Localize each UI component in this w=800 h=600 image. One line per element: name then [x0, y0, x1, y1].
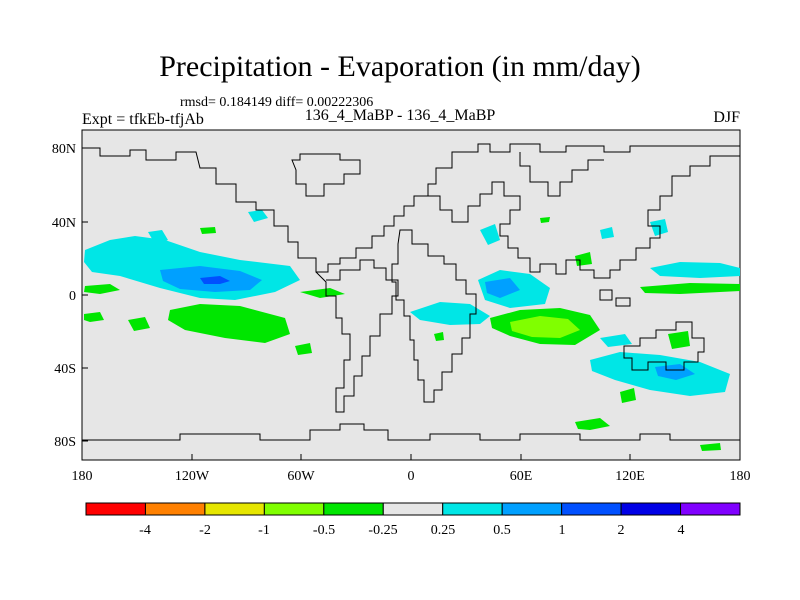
coastline-asia-interior	[519, 152, 604, 197]
coastline-north-america	[82, 143, 740, 273]
colorbar-label: 1	[559, 523, 566, 538]
colorbar-box	[561, 502, 622, 516]
field-patch	[168, 304, 290, 343]
field-patch	[650, 262, 740, 278]
field-patch	[295, 343, 312, 355]
field-patch	[200, 276, 230, 284]
field-patch	[480, 224, 500, 245]
field-patch	[575, 418, 610, 430]
x-tick-label: 0	[408, 469, 415, 484]
experiment-label: Expt = tfkEb-tfjAb	[82, 111, 204, 128]
colorbar-label: 0.5	[493, 523, 511, 538]
colorbar-label: 4	[678, 523, 685, 538]
field-patch	[128, 317, 150, 331]
coastline-europe	[428, 155, 740, 279]
x-tick-label: 120E	[615, 469, 645, 484]
coastline-south-america	[315, 259, 399, 413]
y-tick-label: 40S	[54, 362, 76, 377]
coastline-greenland	[291, 153, 361, 197]
axis-ticks	[81, 147, 741, 460]
colorbar-label: 0.25	[431, 523, 456, 538]
y-tick-label: 40N	[52, 216, 76, 231]
y-tick-label: 80S	[54, 435, 76, 450]
colorbar-box	[144, 502, 206, 516]
colorbar-label: 2	[618, 523, 625, 538]
colorbar-box	[323, 502, 384, 516]
field-patch	[700, 443, 721, 451]
colorbar-label: -0.5	[313, 523, 335, 538]
coastline-africa	[391, 229, 477, 403]
field-patch	[600, 227, 614, 239]
field-patch	[434, 332, 444, 341]
colorbar-box	[680, 502, 741, 516]
map-background	[81, 129, 741, 461]
field-patches	[84, 210, 740, 451]
field-patch	[650, 219, 668, 236]
x-tick-label: 60W	[287, 469, 315, 484]
colorbar-label: -1	[258, 523, 270, 538]
field-patch	[620, 388, 636, 403]
colorbar-label: -0.25	[368, 523, 397, 538]
field-patch	[575, 252, 592, 266]
plot-title: Precipitation - Evaporation (in mm/day)	[159, 50, 641, 83]
season-label: DJF	[713, 109, 740, 126]
coastline-antarctica	[82, 423, 740, 441]
x-tick-label: 120W	[175, 469, 210, 484]
colorbar-box	[501, 502, 563, 516]
x-tick-label: 180	[730, 469, 751, 484]
field-patch	[84, 284, 120, 294]
y-tick-label: 80N	[52, 142, 76, 157]
x-tick-label: 180	[72, 469, 93, 484]
field-patch	[248, 210, 268, 222]
colorbar-box	[263, 502, 325, 516]
field-patch	[540, 217, 550, 223]
colorbar-box	[442, 502, 503, 516]
field-patch	[84, 312, 104, 322]
colorbar-box	[204, 502, 265, 516]
field-patch	[148, 230, 168, 244]
colorbar-label: -4	[139, 523, 151, 538]
y-tick-label: 0	[69, 289, 76, 304]
colorbar-box	[382, 502, 444, 516]
colorbar	[85, 502, 741, 516]
colorbar-labels: -4 -2 -1 -0.5 -0.25 0.25 0.5 1 2 4	[139, 523, 684, 538]
statistics-text: rmsd= 0.184149 diff= 0.00222306	[180, 95, 374, 110]
coastline-islands	[599, 289, 631, 307]
coastline-australia	[623, 321, 705, 371]
field-patch	[655, 364, 695, 380]
colorbar-box	[620, 502, 682, 516]
field-patch	[640, 283, 740, 294]
field-patch	[485, 278, 520, 298]
field-patch	[510, 316, 580, 338]
field-patch	[200, 227, 216, 234]
coastlines	[82, 143, 740, 441]
case-label: 136_4_MaBP - 136_4_MaBP	[304, 107, 496, 124]
colorbar-box	[85, 502, 146, 516]
x-tick-label: 60E	[510, 469, 533, 484]
field-patch	[600, 334, 632, 347]
field-patch	[668, 331, 690, 349]
colorbar-label: -2	[199, 523, 211, 538]
